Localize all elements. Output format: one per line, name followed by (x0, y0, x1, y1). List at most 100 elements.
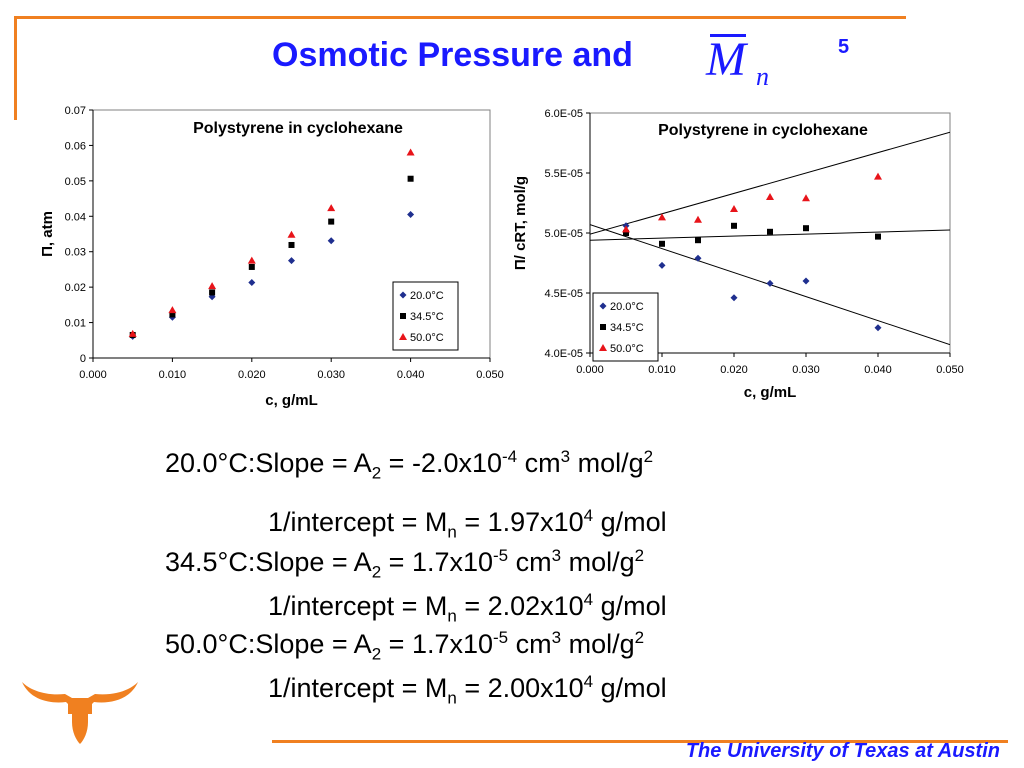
y-tick-label: 0.07 (65, 105, 86, 117)
y-tick-label: 0 (80, 353, 86, 365)
data-point (694, 215, 702, 223)
equation-text: 50.0°C:Slope = A (165, 629, 372, 659)
equation-text: = 1.7x10 (381, 629, 494, 659)
data-point (875, 233, 881, 240)
left-accent-line (14, 16, 17, 120)
x-tick-label: 0.000 (576, 364, 604, 376)
y-tick-label: 0.04 (65, 211, 86, 223)
x-tick-label: 0.020 (238, 369, 266, 381)
x-tick-label: 0.050 (936, 364, 964, 376)
equation-text: g/mol (593, 507, 667, 537)
equation-line: 20.0°C:Slope = A2 = -2.0x10-4 cm3 mol/g2 (165, 447, 653, 483)
equation-superscript: 3 (551, 546, 562, 565)
y-axis-label: Π, atm (39, 211, 56, 257)
data-point (874, 172, 882, 180)
data-point (287, 230, 296, 238)
equation-text: 20.0°C:Slope = A (165, 448, 372, 478)
y-tick-label: 0.02 (65, 282, 86, 294)
y-axis-label: Π/ cRT, mol/g (512, 176, 529, 270)
legend-marker (399, 333, 407, 340)
equation-superscript: 2 (643, 447, 654, 466)
top-accent-line (14, 16, 906, 19)
legend-marker (399, 291, 407, 299)
legend-label: 34.5°C (410, 311, 444, 323)
data-point (623, 230, 629, 236)
equation-subscript: 2 (371, 463, 382, 483)
bottom-accent-line (272, 740, 1008, 743)
equation-superscript: -4 (502, 447, 518, 466)
x-tick-label: 0.000 (79, 369, 107, 381)
equation-line: 34.5°C:Slope = A2 = 1.7x10-5 cm3 mol/g2 (165, 546, 644, 582)
equation-text: 34.5°C:Slope = A (165, 547, 372, 577)
equation-text: 1/intercept = M (268, 507, 448, 537)
equation-superscript: 2 (634, 628, 645, 647)
equation-subscript: n (447, 688, 457, 708)
right-chart: 4.0E-05 4.5E-05 5.0E-05 5.5E-05 6.0E-05 0.000… (512, 108, 964, 401)
data-point (248, 279, 256, 287)
legend-marker (600, 324, 606, 330)
equation-text: mol/g (570, 448, 644, 478)
x-tick-label: 0.030 (792, 364, 820, 376)
equation-text: = 2.02x10 (456, 591, 584, 621)
legend-marker (599, 302, 607, 310)
legend-label: 20.0°C (610, 301, 644, 313)
y-tick-label: 0.05 (65, 176, 86, 188)
legend-marker (599, 344, 607, 351)
data-point (208, 282, 217, 290)
equation-line: 1/intercept = Mn = 1.97x104 g/mol (268, 506, 667, 542)
equation-superscript: -5 (493, 546, 509, 565)
data-point (168, 306, 177, 314)
x-axis-label: c, g/mL (265, 392, 318, 409)
footer-university: The University of Texas at Austin (685, 740, 1000, 762)
data-point (622, 225, 630, 233)
slide-number: 5 (838, 36, 850, 58)
data-point (248, 263, 255, 270)
data-point (767, 228, 773, 235)
longhorn-icon (22, 682, 138, 744)
data-point (766, 279, 774, 287)
equation-line: 1/intercept = Mn = 2.00x104 g/mol (268, 672, 667, 708)
equation-text: cm (517, 448, 561, 478)
legend-label: 50.0°C (610, 343, 644, 355)
data-point (766, 193, 774, 200)
fit-line (590, 131, 950, 235)
data-point (406, 148, 415, 156)
equation-superscript: -5 (493, 628, 509, 647)
mn-letter: M (706, 33, 746, 86)
data-point (247, 256, 256, 264)
data-point (327, 237, 335, 245)
y-tick-label: 0.01 (65, 318, 86, 330)
x-axis-label: c, g/mL (744, 384, 797, 401)
equation-text: = 1.97x10 (456, 507, 584, 537)
equation-superscript: 4 (583, 672, 594, 691)
equation-subscript: n (447, 522, 457, 542)
equation-text: mol/g (561, 547, 635, 577)
data-point (658, 213, 666, 221)
data-point (802, 277, 810, 285)
data-point (695, 237, 701, 244)
equation-subscript: 2 (371, 562, 382, 582)
data-point (407, 175, 414, 182)
equation-text: 1/intercept = M (268, 591, 448, 621)
data-point (288, 241, 295, 248)
equation-superscript: 4 (583, 506, 594, 525)
left-chart: 0 0.01 0.02 0.03 0.04 0.05 0.06 0.07 0.000 0.010 0… (39, 105, 504, 409)
x-tick-label: 0.040 (864, 364, 892, 376)
data-point (694, 254, 702, 262)
x-tick-label: 0.010 (648, 364, 676, 376)
equation-superscript: 3 (551, 628, 562, 647)
x-tick-label: 0.040 (397, 369, 425, 381)
data-point (803, 225, 809, 232)
data-point (209, 289, 216, 296)
equation-text: cm (508, 547, 552, 577)
y-tick-label: 4.0E-05 (544, 348, 583, 360)
legend-label: 34.5°C (610, 322, 644, 334)
data-point (288, 257, 295, 265)
equation-text: g/mol (593, 591, 667, 621)
equation-text: cm (508, 629, 552, 659)
equation-superscript: 4 (583, 590, 594, 609)
slide-title: Osmotic Pressure and (272, 36, 633, 74)
data-point (407, 211, 415, 219)
x-tick-label: 0.010 (159, 369, 187, 381)
